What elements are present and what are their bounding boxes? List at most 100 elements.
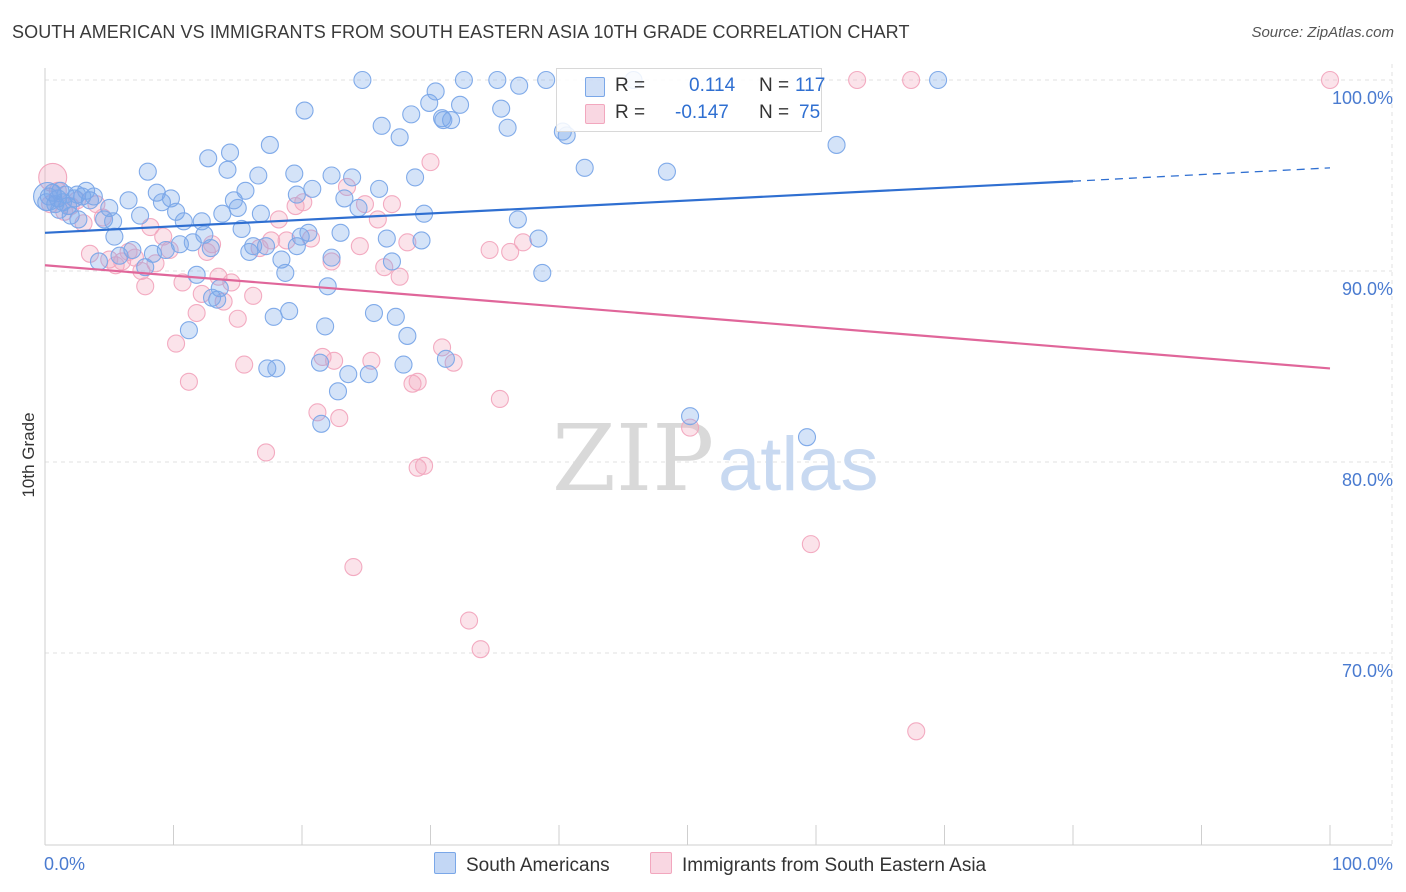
immigrants-point xyxy=(222,273,241,292)
legend-n-label: N = xyxy=(759,102,790,123)
y-tick-label: 70.0% xyxy=(1342,661,1393,681)
south-americans-point xyxy=(208,290,227,309)
south-americans-point xyxy=(412,231,431,250)
immigrants-point xyxy=(408,458,427,477)
immigrants-point xyxy=(160,240,179,260)
immigrants-point xyxy=(325,351,344,370)
south-americans-point xyxy=(244,237,263,256)
south-americans-point xyxy=(187,265,206,284)
watermark: ZIP atlas xyxy=(552,405,879,512)
series-south-americans-points xyxy=(33,70,948,447)
south-americans-point xyxy=(575,158,594,177)
south-americans-point xyxy=(264,307,283,326)
immigrants-point xyxy=(322,252,341,271)
y-tick-label: 80.0% xyxy=(1342,470,1393,490)
south-americans-point xyxy=(287,237,306,256)
immigrants-point xyxy=(362,351,381,370)
immigrants-point xyxy=(235,355,254,374)
south-americans-point xyxy=(210,279,229,298)
south-americans-point xyxy=(533,263,552,282)
immigrants-point xyxy=(294,193,313,212)
south-americans-point xyxy=(372,116,391,135)
immigrants-point xyxy=(350,237,369,256)
immigrants-point xyxy=(244,286,263,305)
immigrants-point xyxy=(390,267,409,286)
immigrants-point xyxy=(337,177,357,197)
south-americans-point xyxy=(201,239,220,258)
series-immigrants-points xyxy=(38,70,1340,741)
south-americans-point xyxy=(394,355,413,374)
bottom-legend-swatch-blue xyxy=(434,852,456,874)
south-americans-point xyxy=(131,206,150,225)
immigrants-point xyxy=(262,231,281,250)
bottom-legend-label: Immigrants from South Eastern Asia xyxy=(682,855,987,876)
south-americans-point xyxy=(213,204,232,223)
south-americans-point xyxy=(152,193,171,212)
south-americans-point xyxy=(258,359,277,378)
south-americans-point xyxy=(174,212,193,231)
stats-legend: R = 0.114 N = 117 R = -0.147 N = 75 xyxy=(556,68,826,132)
immigrants-point xyxy=(344,557,363,577)
south-americans-point xyxy=(390,128,409,147)
south-americans-point xyxy=(104,212,123,231)
south-americans-point xyxy=(377,229,396,248)
immigrants-point xyxy=(382,195,402,214)
south-americans-point xyxy=(442,111,461,130)
south-americans-point xyxy=(123,240,142,260)
south-americans-point xyxy=(285,164,304,183)
immigrants-point xyxy=(459,611,479,630)
south-americans-point xyxy=(236,181,255,200)
immigrants-point xyxy=(421,153,440,172)
legend-r-value: 0.114 xyxy=(689,75,736,96)
legend-n-label: N = xyxy=(759,75,790,96)
south-americans-point xyxy=(232,219,251,239)
legend-n-value: 75 xyxy=(799,102,821,123)
south-americans-point xyxy=(68,185,87,204)
south-americans-point xyxy=(454,70,473,90)
south-americans-point xyxy=(249,166,268,185)
y-axis-title: 10th Grade xyxy=(19,412,38,497)
south-americans-point xyxy=(364,303,384,323)
trend-line-south-americans-extension xyxy=(1072,167,1331,182)
south-americans-point xyxy=(386,307,405,326)
south-americans-point xyxy=(167,202,186,221)
south-americans-point xyxy=(451,95,470,114)
immigrants-point xyxy=(902,70,921,90)
immigrants-point xyxy=(277,231,296,250)
legend-n-value: 117 xyxy=(795,75,826,96)
bottom-legend-immigrants: Immigrants from South Eastern Asia xyxy=(650,852,986,878)
south-americans-point xyxy=(331,223,350,242)
south-americans-point xyxy=(498,118,517,137)
immigrants-point xyxy=(490,389,509,409)
south-americans-point xyxy=(199,149,218,168)
immigrants-point xyxy=(214,292,233,311)
south-americans-point xyxy=(370,179,389,198)
south-americans-point xyxy=(260,135,279,154)
south-americans-point xyxy=(100,198,119,218)
immigrants-point xyxy=(330,409,349,428)
immigrants-point xyxy=(256,443,276,462)
south-americans-point xyxy=(220,143,240,162)
immigrants-point xyxy=(907,722,926,741)
x-tick-label-min: 0.0% xyxy=(44,854,85,874)
watermark-zip: ZIP xyxy=(552,405,714,512)
south-americans-point xyxy=(339,365,358,384)
south-americans-point xyxy=(328,382,348,401)
south-americans-point xyxy=(312,414,331,433)
south-americans-point xyxy=(256,237,276,256)
south-americans-point xyxy=(537,70,556,90)
immigrants-point xyxy=(415,456,434,475)
south-americans-point xyxy=(276,263,295,282)
south-americans-point xyxy=(827,135,846,154)
y-tick-label: 100.0% xyxy=(1332,88,1393,108)
south-americans-point xyxy=(657,162,676,181)
immigrants-point xyxy=(848,70,867,90)
south-americans-point xyxy=(488,70,507,90)
south-americans-point xyxy=(349,198,368,218)
immigrants-point xyxy=(471,640,490,659)
south-americans-point xyxy=(420,93,439,112)
south-americans-point xyxy=(508,210,527,229)
south-americans-point xyxy=(136,258,155,277)
trend-line-south-americans xyxy=(44,180,1074,234)
